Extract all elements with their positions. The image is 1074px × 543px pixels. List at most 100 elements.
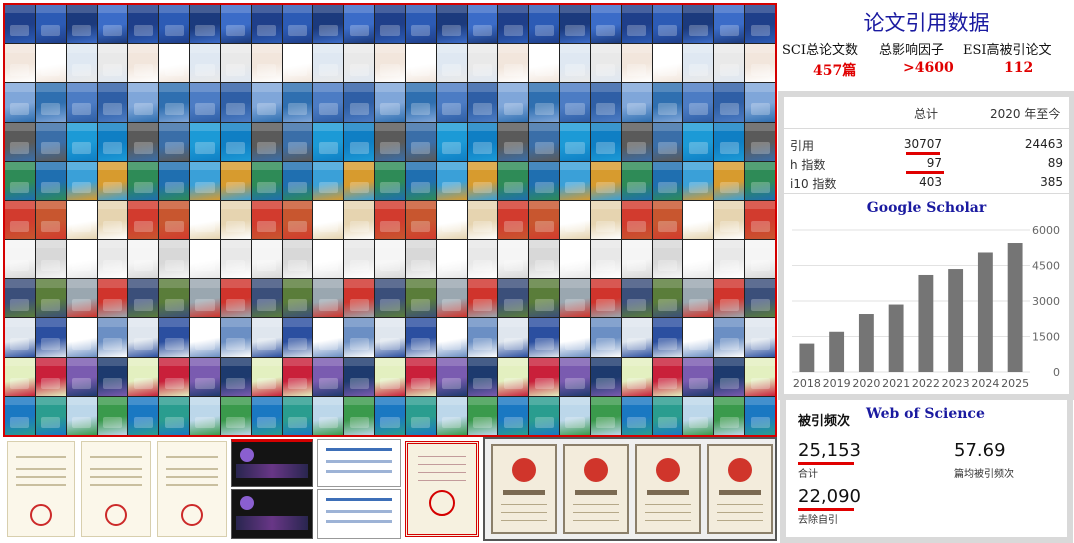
journal-cover-image [313, 318, 344, 357]
journal-cover-image [159, 396, 190, 435]
bar-2019 [829, 331, 845, 372]
journal-cover-image [375, 396, 405, 435]
journal-cover-image [313, 161, 344, 200]
stat-label-impact-factor: 总影响因子 [879, 43, 945, 58]
journal-cover-image [282, 161, 313, 200]
journal-cover-image [282, 240, 313, 279]
journal-cover-image [529, 44, 560, 83]
journal-cover-image [5, 83, 35, 122]
journal-cover-image [97, 200, 128, 240]
journal-cover-image [590, 83, 621, 122]
journal-cover-image [621, 122, 652, 161]
x-tick-label: 2023 [942, 377, 970, 390]
journal-cover-image [128, 83, 159, 122]
journal-cover-image [251, 161, 282, 200]
journal-cover-image [375, 44, 405, 83]
journal-cover-image [5, 44, 35, 83]
journal-cover-image [282, 44, 313, 83]
journal-cover-image [467, 44, 498, 83]
journal-cover-image [66, 161, 97, 200]
journal-cover-image [405, 5, 436, 44]
citations-bar-chart: 2018 2019 2020 2021 2022 2023 2024 2025 0 1500 30… [792, 224, 1060, 390]
cover-grid [5, 5, 775, 435]
journal-cover-image [498, 357, 529, 396]
google-scholar-label: Google Scholar [866, 200, 987, 216]
journal-cover-image [313, 357, 344, 396]
journal-cover-image [97, 240, 128, 279]
journal-cover-image [97, 161, 128, 200]
journal-cover-image [344, 5, 375, 44]
journal-cover-image [405, 161, 436, 200]
journal-cover-image [714, 161, 745, 200]
journal-cover-image [590, 357, 621, 396]
journal-cover-image [35, 240, 66, 279]
journal-cover-image [560, 83, 590, 122]
award-certificate [491, 444, 557, 534]
journal-cover-image [66, 5, 97, 44]
journal-cover-image [251, 200, 282, 240]
journal-cover-image [35, 5, 66, 44]
bar-2020 [858, 314, 874, 372]
wos-average-label: 篇均被引频次 [954, 469, 1014, 480]
journal-cover-image [375, 5, 405, 44]
journal-cover-image [560, 161, 590, 200]
wos-title: 被引频次 [798, 414, 851, 429]
wos-total-label: 合计 [798, 469, 818, 480]
journal-cover-image [405, 200, 436, 240]
journal-cover-image [375, 357, 405, 396]
journal-cover-image [621, 200, 652, 240]
journal-cover-image [652, 200, 683, 240]
journal-cover-image [190, 83, 220, 122]
y-tick-label: 6000 [1032, 224, 1060, 237]
journal-cover-image [344, 240, 375, 279]
journal-cover-image [467, 122, 498, 161]
bar-2021 [888, 304, 904, 372]
journal-cover-image [159, 5, 190, 44]
journal-cover-image [498, 396, 529, 435]
journal-cover-image [621, 396, 652, 435]
journal-cover-image [714, 122, 745, 161]
bar-2018 [799, 343, 815, 372]
certificate-image [81, 441, 151, 537]
journal-cover-image [436, 5, 467, 44]
journal-cover-image [621, 161, 652, 200]
journal-cover-image [405, 240, 436, 279]
journal-cover-image [683, 318, 714, 357]
journal-cover-image [621, 240, 652, 279]
journal-cover-image [714, 200, 745, 240]
wos-nonself-label: 去除自引 [798, 515, 838, 526]
journal-cover-image [498, 200, 529, 240]
journal-cover-image [745, 240, 775, 279]
journal-cover-image [375, 161, 405, 200]
journal-cover-image [66, 200, 97, 240]
journal-cover-image [375, 83, 405, 122]
journal-cover-image [220, 200, 251, 240]
journal-cover-image [313, 200, 344, 240]
journal-cover-image [251, 5, 282, 44]
journal-cover-image [344, 396, 375, 435]
journal-cover-image [159, 318, 190, 357]
journal-cover-image [190, 5, 220, 44]
journal-cover-image [498, 240, 529, 279]
x-tick-label: 2024 [971, 377, 999, 390]
row-label-citations: 引用 [790, 139, 815, 153]
journal-cover-image [282, 357, 313, 396]
journal-cover-image [66, 44, 97, 83]
journal-cover-image [251, 318, 282, 357]
journal-cover-image [251, 279, 282, 318]
journal-cover-image [652, 5, 683, 44]
journal-cover-image [159, 357, 190, 396]
journal-cover-image [652, 240, 683, 279]
journal-cover-image [159, 161, 190, 200]
journal-cover-image [683, 5, 714, 44]
award-certificate [405, 441, 479, 537]
journal-cover-image [683, 357, 714, 396]
journal-cover-image [560, 5, 590, 44]
journal-cover-image [35, 357, 66, 396]
bar-2023 [948, 269, 964, 372]
journal-cover-image [405, 396, 436, 435]
i10-index-recent: 385 [1040, 175, 1063, 189]
journal-cover-image [282, 318, 313, 357]
bar-2022 [918, 274, 934, 372]
journal-cover-image [436, 161, 467, 200]
